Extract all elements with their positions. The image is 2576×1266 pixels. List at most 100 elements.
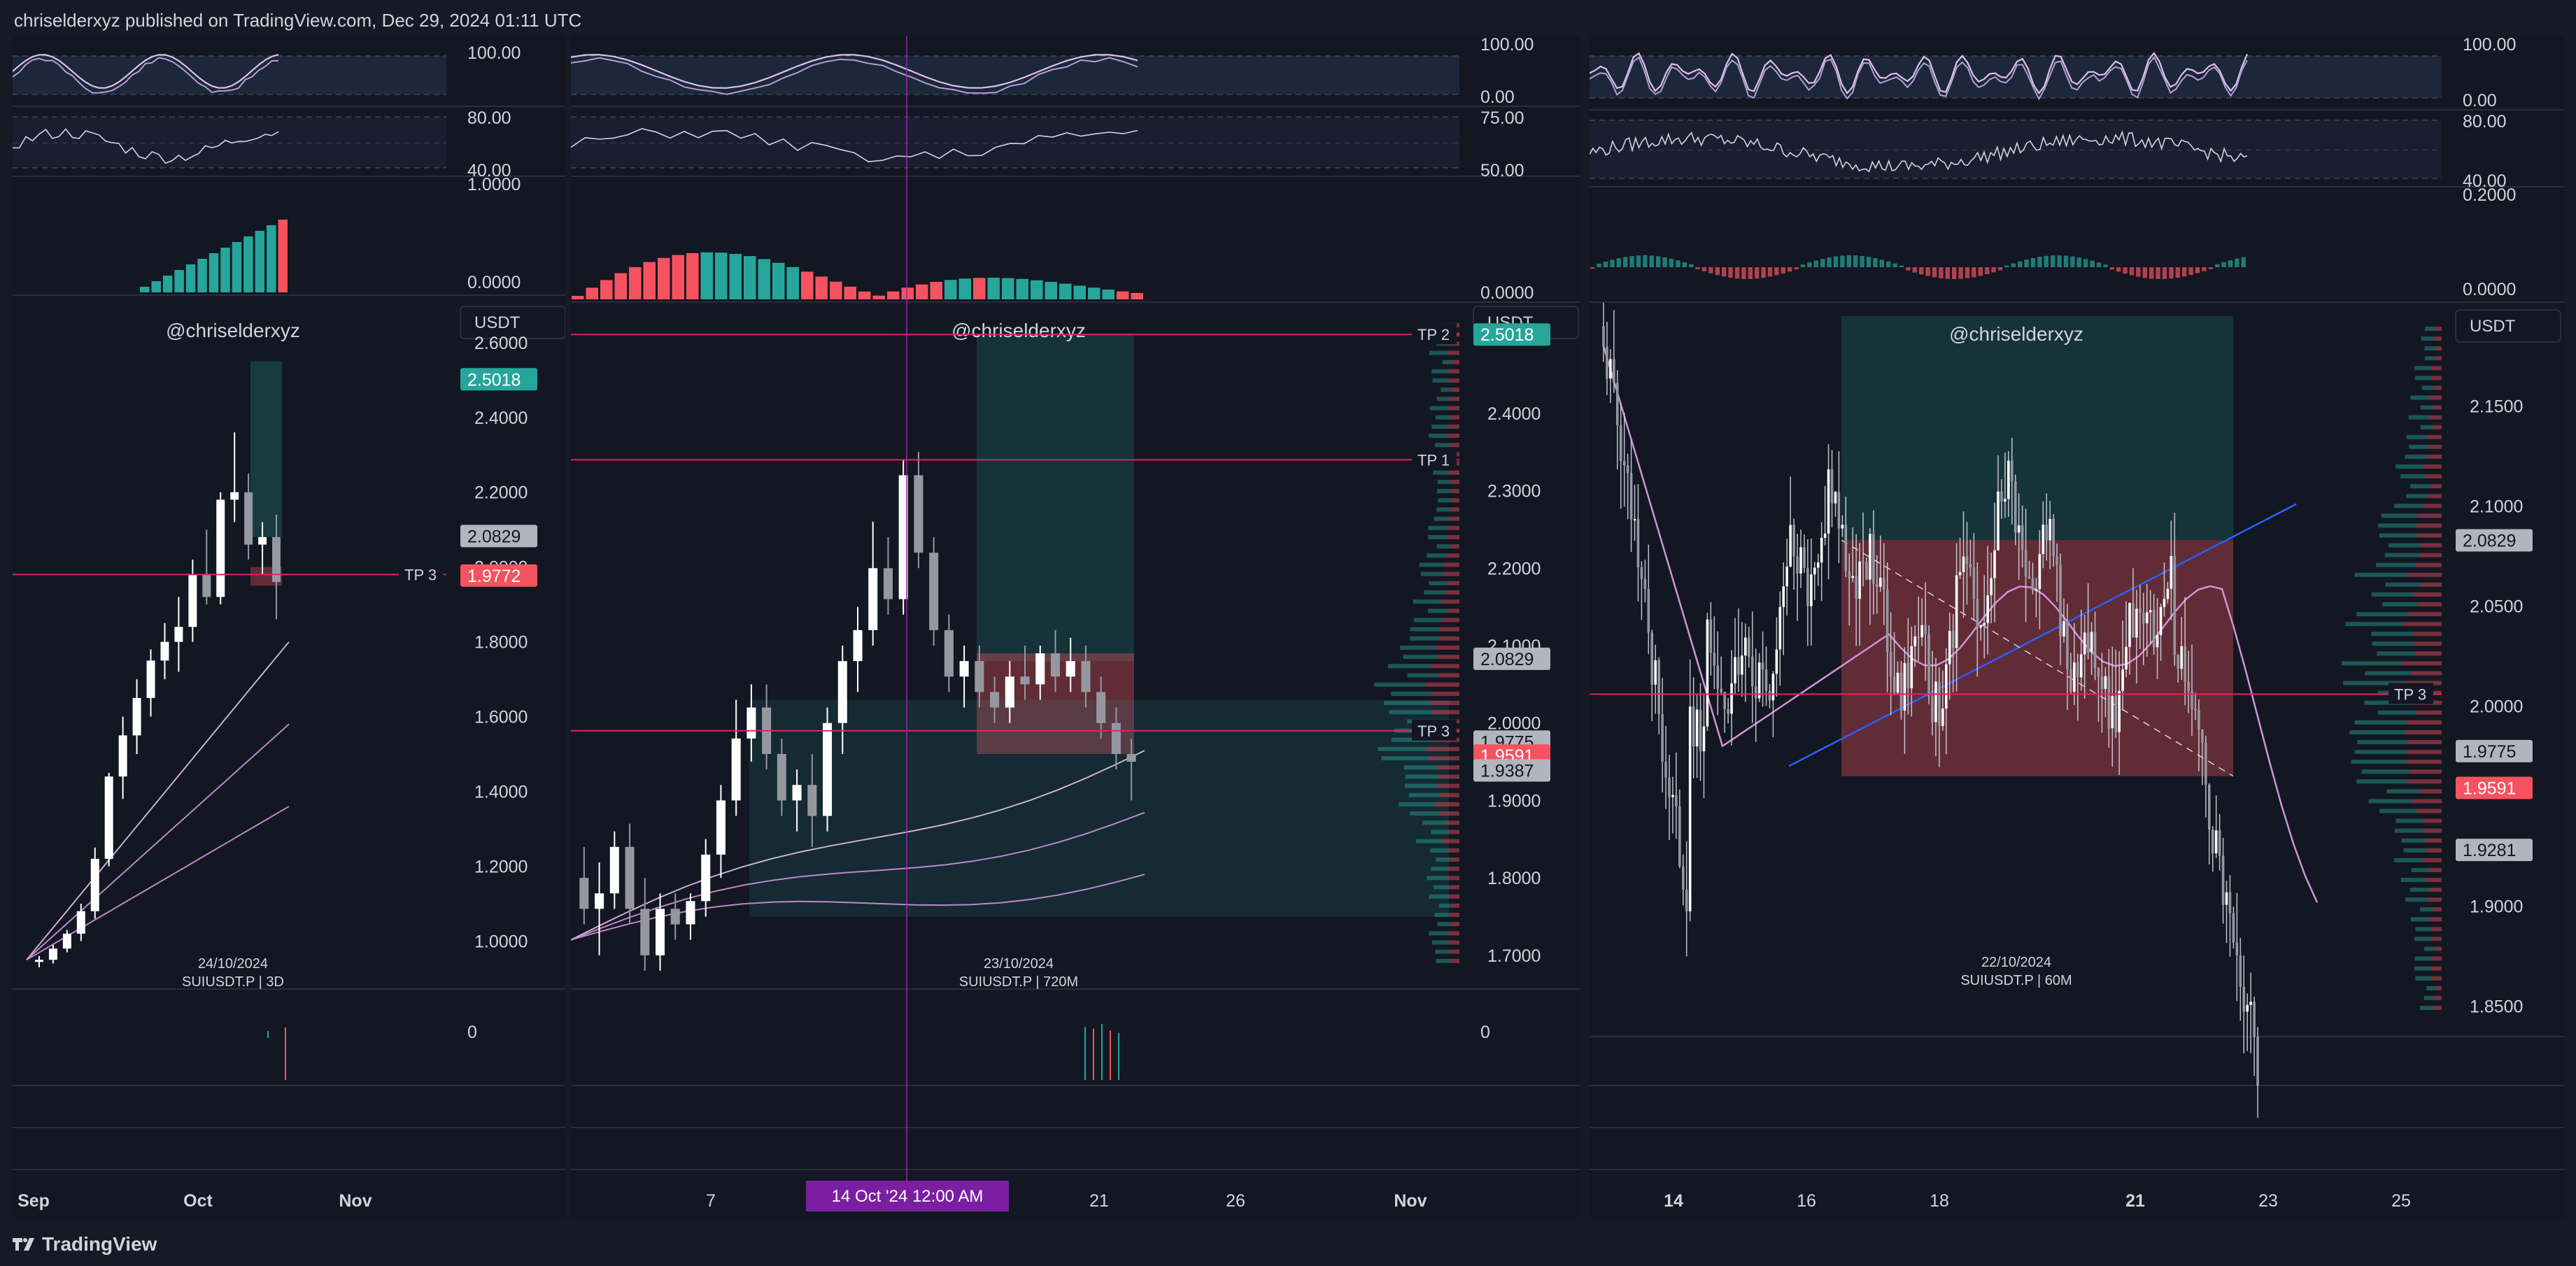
histogram-bar: [2202, 267, 2207, 271]
candle-body: [1885, 589, 1889, 653]
candle-body: [2249, 1002, 2252, 1005]
histogram-bar: [1073, 285, 1086, 299]
chart-svg: @chriselderxyz TP 2 TP 1 TP 3 14 Oct '24 12:…: [571, 36, 1580, 1211]
volume-profile-bar: [2401, 838, 2426, 843]
volume-profile-bar: [2354, 572, 2407, 577]
candle-body: [1810, 574, 1813, 606]
chart-panel-720m[interactable]: @chriselderxyz TP 2 TP 1 TP 3 14 Oct '24 12:…: [571, 36, 1580, 1218]
histogram-bar: [1781, 267, 1785, 273]
volume-profile-bar: [2429, 867, 2442, 872]
price-badge-bg: [2456, 839, 2533, 862]
histogram-bar: [1649, 255, 1654, 267]
rsi-axis-label: 40.00: [2463, 171, 2507, 191]
candle-body: [914, 475, 923, 553]
volume-profile-bar: [1431, 710, 1459, 715]
candle: [1035, 646, 1045, 700]
histogram-bar: [973, 278, 986, 299]
candle-body: [1782, 586, 1785, 607]
candle: [2062, 598, 2065, 643]
price-tick-label: 2.2000: [474, 483, 528, 503]
candle: [1771, 671, 1775, 738]
volume-axis-label: 0: [467, 1023, 477, 1042]
volume-profile-bar: [2424, 946, 2435, 951]
tradingview-logo[interactable]: TradingView: [13, 1233, 157, 1256]
tradingview-logo-text: TradingView: [42, 1233, 157, 1255]
candle: [1709, 602, 1713, 676]
candle: [1834, 490, 1837, 517]
volume-profile-bar: [1429, 350, 1448, 355]
histogram-bar: [2162, 267, 2167, 279]
candle: [1830, 450, 1834, 528]
volume-profile-bar: [2356, 612, 2408, 617]
volume-profile-bar: [1431, 424, 1449, 429]
volume-profile-bar: [2382, 602, 2419, 606]
volume-profile-bar: [1452, 360, 1459, 364]
volume-profile-bar: [2433, 907, 2442, 912]
candle: [1892, 632, 1896, 696]
candle-body: [1869, 534, 1871, 580]
candle-body: [2156, 634, 2159, 648]
histogram-bar: [801, 271, 814, 299]
histogram-bar: [729, 253, 742, 299]
price-tick-label: 1.7000: [1487, 946, 1541, 966]
volume-profile-bar: [2407, 740, 2442, 744]
candle: [2041, 501, 2045, 569]
candle: [2010, 438, 2014, 525]
candle: [1855, 534, 1857, 646]
candle: [1692, 677, 1695, 778]
price-tick-label: 2.4000: [1487, 404, 1541, 424]
candle-body: [2111, 696, 2114, 729]
candle: [670, 893, 680, 940]
tp-label-bg: [1412, 448, 1457, 470]
candle: [1734, 618, 1736, 695]
histogram-bar: [1603, 262, 1608, 267]
candle: [1626, 453, 1629, 520]
candle: [1913, 625, 1917, 667]
histogram-bar: [600, 280, 613, 299]
candle-body: [1723, 692, 1726, 709]
candle-body: [1081, 661, 1091, 692]
candle: [2166, 581, 2170, 604]
price-tick-label: 1.8500: [2470, 997, 2523, 1016]
candle-body: [807, 785, 817, 816]
price-badge-bg: [1473, 323, 1550, 346]
histogram-bar: [1925, 267, 1930, 276]
stoch-k-line: [13, 54, 279, 89]
histogram-bar: [2235, 258, 2239, 267]
candle: [2086, 583, 2090, 660]
histogram-bar: [1965, 267, 1970, 278]
candle-body: [2132, 603, 2135, 638]
volume-profile-bar: [2343, 681, 2402, 685]
histogram-bar: [1906, 267, 1911, 271]
candle-body: [975, 661, 984, 692]
candle: [1813, 562, 1816, 600]
volume-profile-bar: [2388, 543, 2421, 548]
candle-body: [1702, 726, 1706, 752]
candle: [90, 847, 99, 919]
candle-body: [1720, 688, 1723, 692]
histogram-bar: [958, 278, 971, 299]
volume-profile-bar: [2424, 346, 2435, 351]
candle-body: [2010, 460, 2014, 481]
volume-profile-bar: [2356, 779, 2408, 784]
volume-profile-bar: [1439, 627, 1459, 632]
chart-panel-3d[interactable]: @chriselderxyz TP 3 USDT 2.6000 2.4000 2.2000…: [13, 36, 565, 1218]
candle-body: [777, 753, 786, 801]
volume-profile-bar: [2427, 434, 2442, 439]
volume-profile-bar: [1437, 922, 1451, 927]
candle: [2177, 654, 2180, 683]
candle-body: [1675, 795, 1678, 806]
candle: [1657, 657, 1660, 735]
histogram-bar: [232, 242, 242, 292]
candle-body: [2083, 632, 2086, 655]
histogram-bar: [1945, 267, 1950, 279]
chart-panel-60m[interactable]: @chriselderxyz TP 3 USDT 2.1500 2.1000 2.0500…: [1590, 36, 2565, 1218]
candle: [2111, 646, 2114, 767]
candle: [898, 460, 908, 615]
volume-profile-bar: [1441, 387, 1452, 392]
chart-svg: @chriselderxyz TP 3 USDT 2.1500 2.1000 2.0500…: [1590, 36, 2565, 1211]
candle: [272, 514, 281, 620]
watermark: @chriselderxyz: [166, 320, 300, 341]
volume-profile-bar: [1438, 498, 1451, 503]
volume-axis-label: 0: [1480, 1023, 1490, 1042]
